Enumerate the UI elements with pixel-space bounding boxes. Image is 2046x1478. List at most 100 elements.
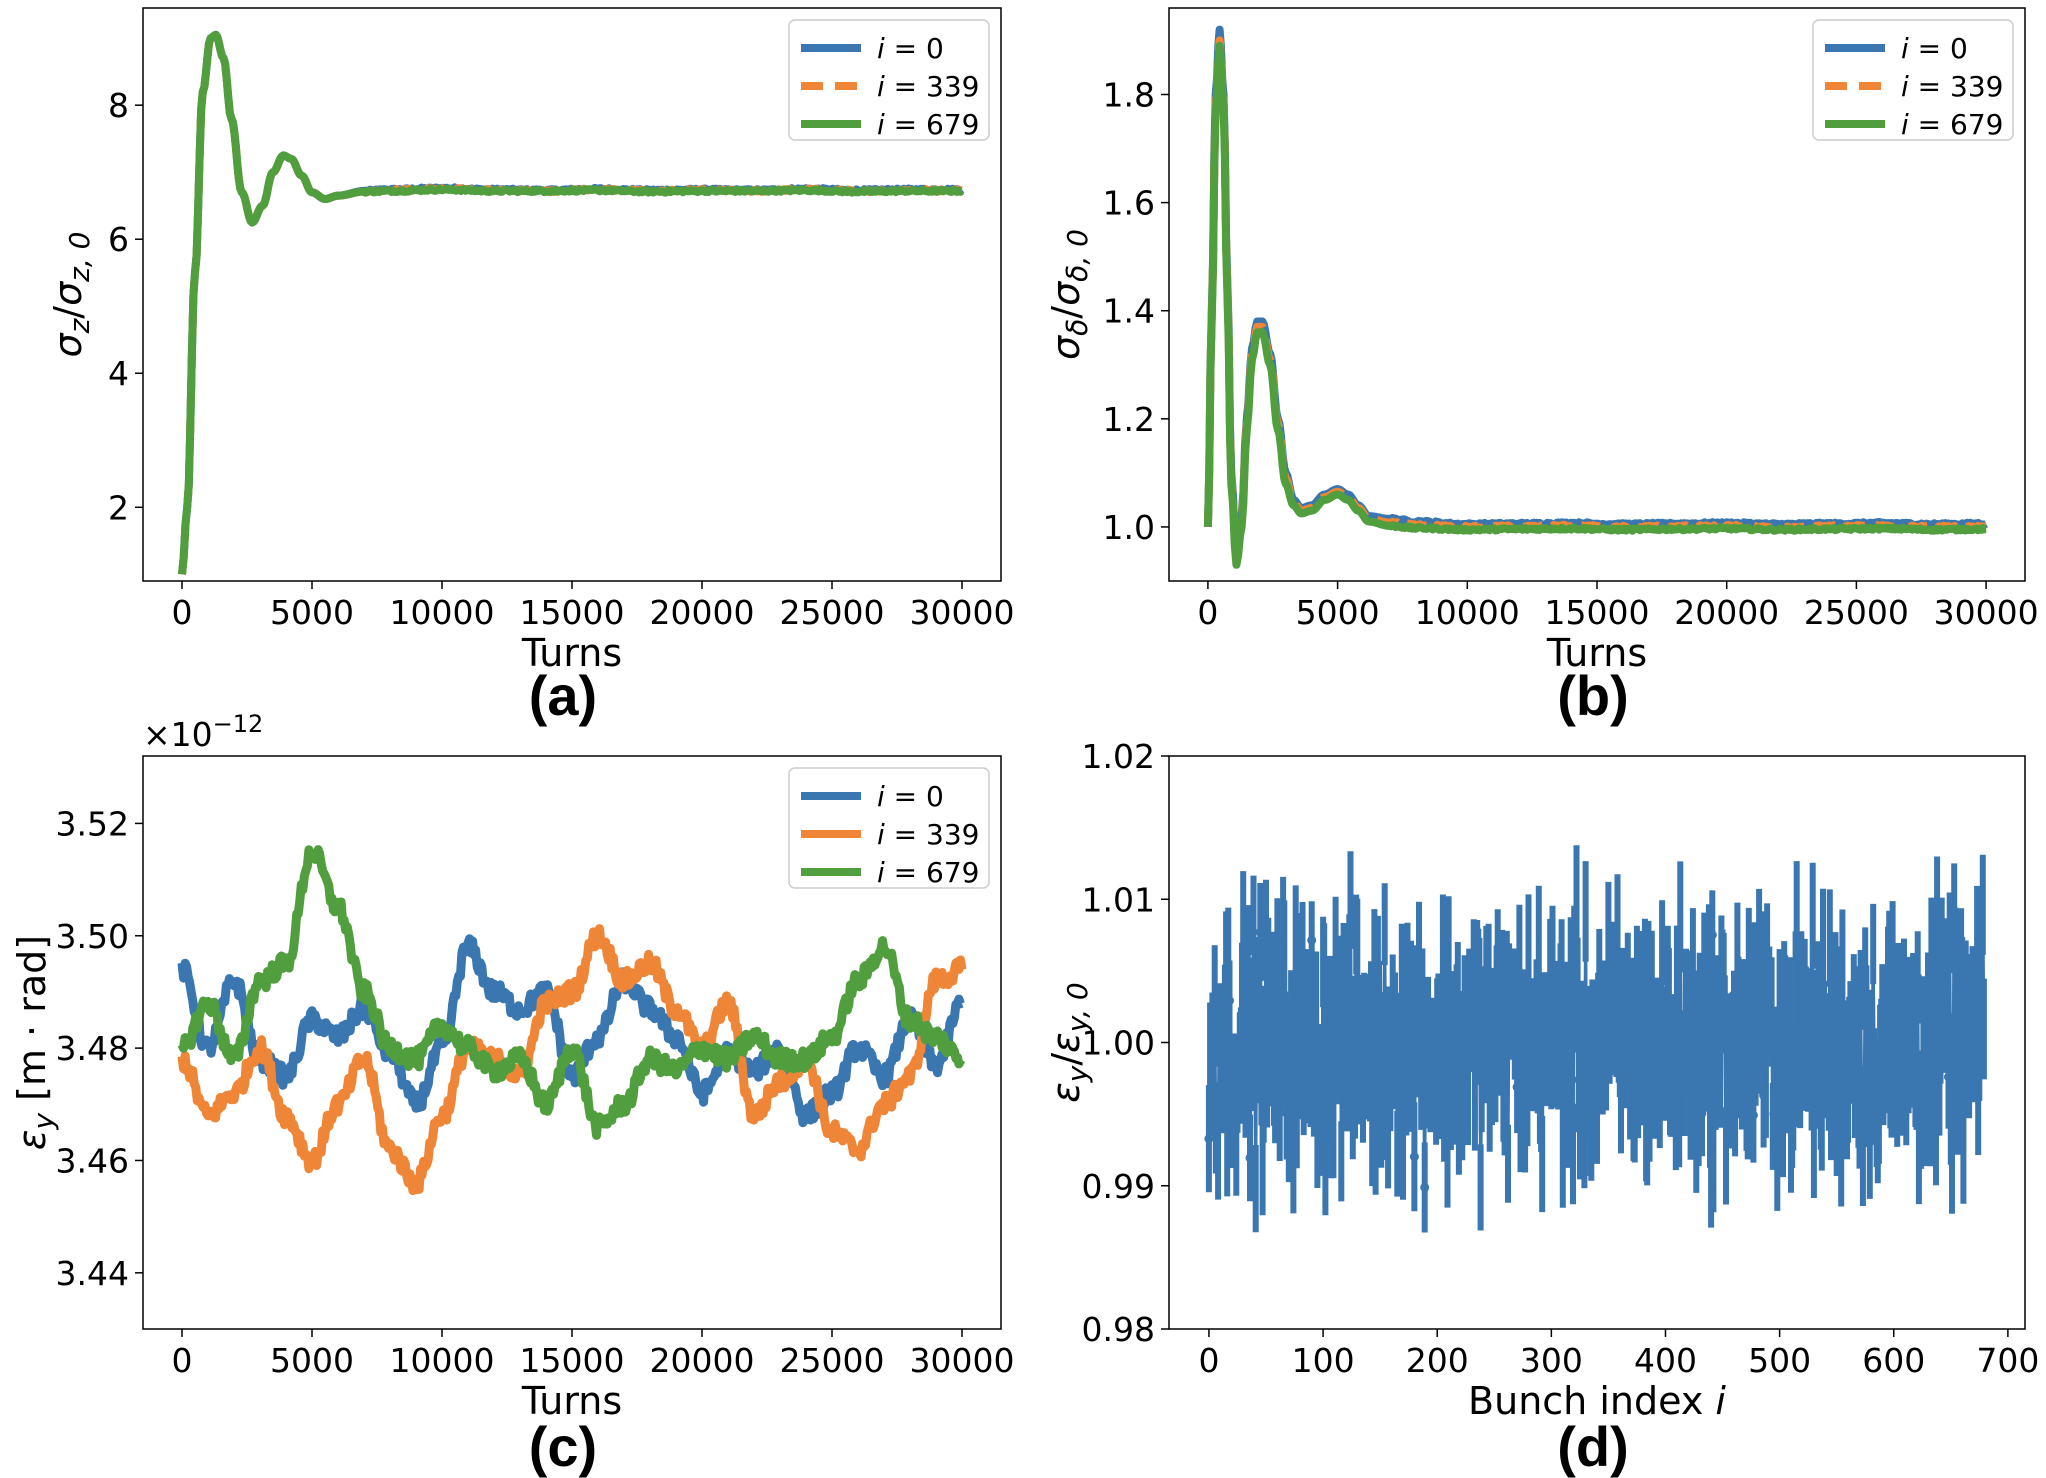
series-line-2 bbox=[1203, 41, 1989, 569]
x-tick-label: 15000 bbox=[520, 593, 625, 632]
x-tick-label: 30000 bbox=[910, 1341, 1015, 1380]
data-point bbox=[1748, 1110, 1758, 1120]
panel-label: (d) bbox=[1557, 1415, 1629, 1478]
y-tick-label: 2 bbox=[108, 488, 129, 527]
data-point bbox=[1327, 1052, 1337, 1062]
data-point bbox=[1296, 961, 1306, 971]
panel-label: (c) bbox=[529, 1415, 597, 1478]
x-tick-label: 5000 bbox=[1296, 593, 1380, 632]
plot-area bbox=[177, 845, 967, 1196]
data-point bbox=[1584, 1062, 1594, 1072]
x-tick-label: 600 bbox=[1862, 1341, 1925, 1380]
y-tick-label: 1.0 bbox=[1103, 508, 1155, 547]
data-point bbox=[1687, 1075, 1697, 1085]
y-label-den-sub: y, 0 bbox=[1061, 982, 1094, 1033]
chart-a: 0 5000 10000 15000 20000 25000 30000 2 4 6 8 Turns σ… bbox=[46, 7, 1015, 727]
data-point bbox=[1769, 1109, 1779, 1119]
legend-entry: i = 339 bbox=[1901, 70, 2004, 103]
data-point bbox=[1605, 1028, 1615, 1038]
data-point bbox=[1358, 1097, 1368, 1107]
data-point bbox=[1214, 1020, 1224, 1030]
y-tick-label: 1.2 bbox=[1103, 400, 1155, 439]
y-tick-label: 8 bbox=[108, 86, 129, 125]
data-point bbox=[1728, 1032, 1738, 1042]
y-label-sub: y bbox=[27, 1113, 60, 1131]
data-point bbox=[1820, 1043, 1830, 1052]
y-label-slash: / bbox=[1044, 306, 1088, 319]
legend-eq: = 679 bbox=[885, 108, 980, 141]
data-point bbox=[1502, 980, 1512, 990]
data-point bbox=[1954, 983, 1964, 993]
x-tick-label: 10000 bbox=[390, 1341, 495, 1380]
data-point bbox=[1286, 1004, 1296, 1014]
legend-entry: i = 0 bbox=[877, 32, 944, 65]
data-point bbox=[1564, 1113, 1573, 1123]
x-tick-label: 15000 bbox=[1545, 593, 1650, 632]
legend-entry: i = 339 bbox=[877, 70, 980, 103]
data-point bbox=[1543, 1038, 1553, 1048]
data-point bbox=[1574, 1075, 1584, 1085]
data-point bbox=[1461, 1038, 1471, 1048]
data-point bbox=[1944, 1072, 1953, 1082]
series-line-2 bbox=[178, 30, 965, 575]
data-point bbox=[1317, 1074, 1327, 1083]
legend-eq: = 0 bbox=[1909, 32, 1968, 65]
data-point bbox=[1831, 978, 1840, 988]
x-tick-label: 20000 bbox=[650, 1341, 755, 1380]
chart-c: 0 5000 10000 15000 20000 25000 30000 3.44 3.46 3.… bbox=[10, 710, 1014, 1478]
y-label-den: ε bbox=[1044, 1032, 1088, 1053]
y-label-main: σ bbox=[46, 332, 90, 358]
y-tick-label: 1.4 bbox=[1103, 292, 1155, 331]
legend-entry: i = 0 bbox=[877, 780, 944, 813]
data-point bbox=[1512, 1082, 1522, 1092]
y-label-slash: / bbox=[46, 306, 90, 319]
legend-eq: = 339 bbox=[885, 818, 980, 851]
data-point bbox=[1409, 1152, 1419, 1162]
x-tick-label: 200 bbox=[1406, 1341, 1469, 1380]
plot-area bbox=[1204, 845, 1987, 1233]
x-tick-label: 10000 bbox=[390, 593, 495, 632]
data-point bbox=[1861, 1005, 1871, 1015]
legend-var: i bbox=[877, 70, 885, 103]
legend-eq: = 0 bbox=[885, 32, 944, 65]
y-label-den-sub: δ, 0 bbox=[1061, 229, 1094, 282]
data-point bbox=[1718, 973, 1727, 983]
x-tick-label: 700 bbox=[1976, 1341, 2039, 1380]
x-tick-label: 0 bbox=[1198, 1341, 1219, 1380]
data-point bbox=[1790, 1064, 1799, 1074]
data-point bbox=[1481, 964, 1491, 974]
data-point bbox=[1553, 1059, 1563, 1069]
x-tick-label: 25000 bbox=[1804, 593, 1909, 632]
data-point bbox=[1677, 1046, 1686, 1056]
y-tick-label: 0.99 bbox=[1082, 1167, 1155, 1206]
legend-var: i bbox=[877, 780, 885, 813]
data-point bbox=[1892, 1094, 1902, 1103]
x-tick-label: 5000 bbox=[270, 593, 354, 632]
legend-var: i bbox=[877, 32, 885, 65]
offset-text-exp: −12 bbox=[213, 710, 264, 738]
x-tick-label: 30000 bbox=[910, 593, 1015, 632]
data-point bbox=[1635, 1032, 1645, 1042]
y-label-main: ε bbox=[10, 1130, 54, 1151]
y-label-den: σ bbox=[1044, 280, 1088, 306]
legend-entry: i = 0 bbox=[1901, 32, 1968, 65]
data-point bbox=[1368, 1005, 1378, 1015]
data-point bbox=[1430, 1083, 1440, 1093]
data-point bbox=[1872, 1112, 1882, 1122]
data-point bbox=[1882, 1035, 1892, 1045]
series-line-0 bbox=[177, 934, 965, 1128]
data-point bbox=[1646, 1013, 1656, 1023]
x-axis-label: Turns bbox=[521, 631, 622, 675]
y-tick-label: 3.46 bbox=[56, 1141, 129, 1180]
legend-entry: i = 679 bbox=[1901, 108, 2004, 141]
offset-text-base: ×10 bbox=[143, 715, 213, 754]
y-tick-label: 3.50 bbox=[56, 917, 129, 956]
data-point bbox=[1235, 1063, 1245, 1073]
x-tick-label: 400 bbox=[1634, 1341, 1697, 1380]
offset-text: ×10−12 bbox=[143, 710, 263, 754]
data-point bbox=[1615, 1047, 1625, 1057]
legend: i = 0 i = 339 i = 679 bbox=[1812, 19, 2014, 141]
legend-entry: i = 679 bbox=[877, 856, 980, 889]
